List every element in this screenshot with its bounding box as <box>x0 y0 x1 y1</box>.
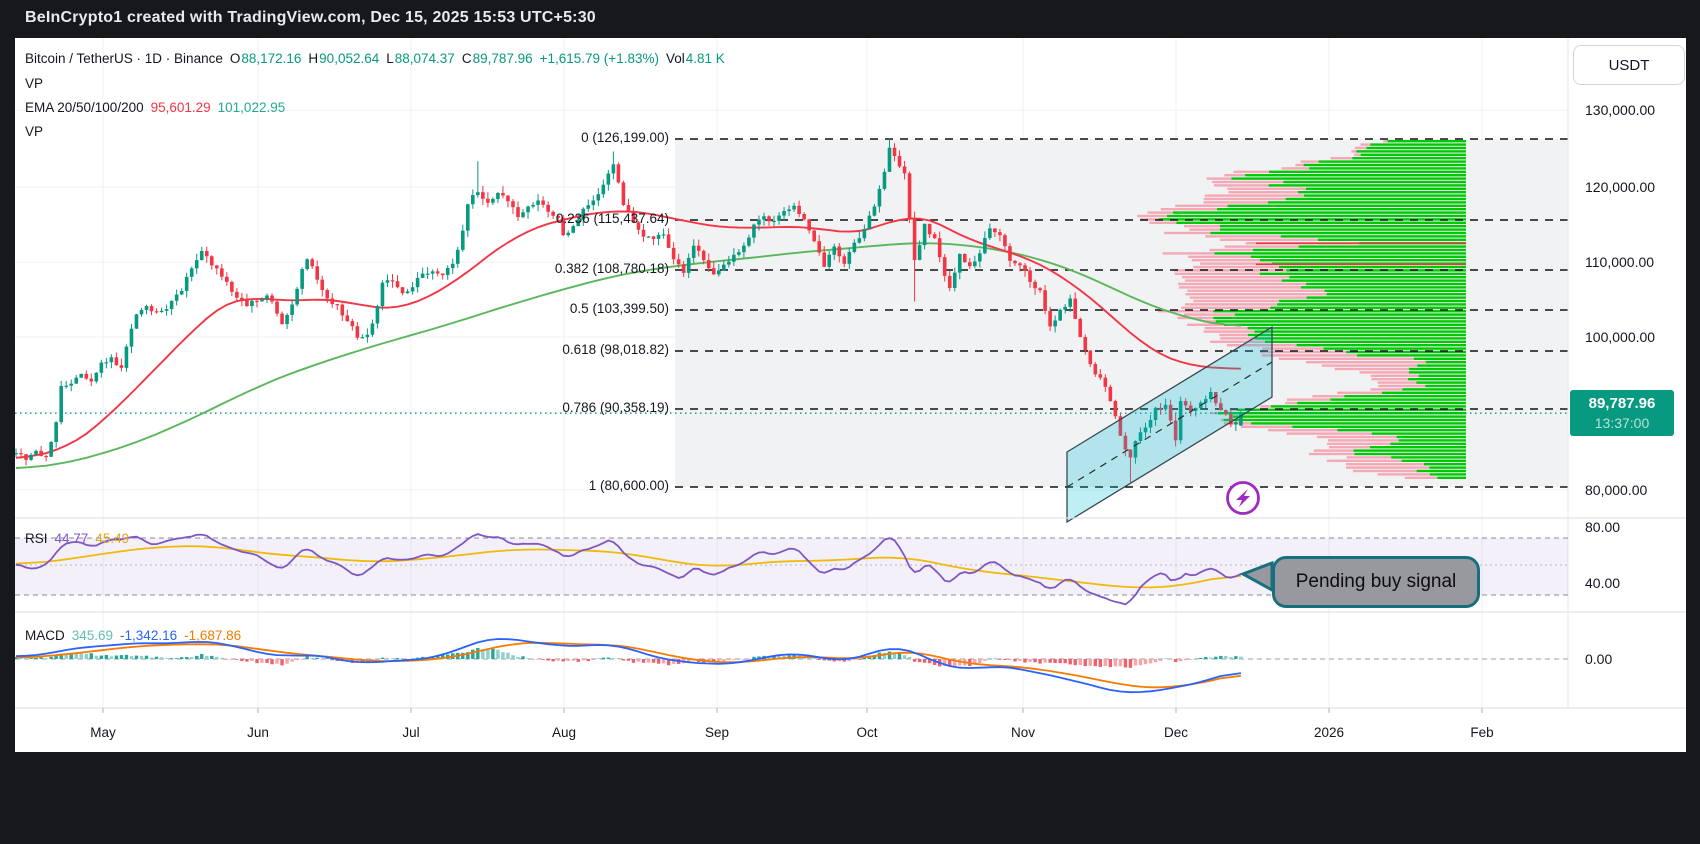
rsi-ma-value: 45.49 <box>95 531 130 546</box>
fib-level-label: 0 (126,199.00) <box>581 130 669 145</box>
high-prefix: H <box>308 51 319 66</box>
time-axis-label[interactable]: Sep <box>704 725 730 740</box>
bottom-brand-bar: TradingView <box>0 752 1700 844</box>
macd-label-row[interactable]: MACD 345.69 -1,342.16 -1,687.86 <box>25 628 248 643</box>
change-value: +1,615.79 (+1.83%) <box>539 51 659 66</box>
close-prefix: C <box>461 51 472 66</box>
symbol-title: Bitcoin / TetherUS · 1D · Binance <box>25 51 223 66</box>
volume-value: 4.81 K <box>685 51 725 66</box>
time-axis-label[interactable]: Feb <box>1470 725 1494 740</box>
attribution-text: BeInCrypto1 created with TradingView.com… <box>25 9 596 26</box>
vp-indicator-label: VP <box>25 76 44 91</box>
rsi-value: 44.77 <box>54 531 89 546</box>
low-prefix: L <box>386 51 394 66</box>
close-value: 89,787.96 <box>472 51 533 66</box>
last-price-value: 89,787.96 <box>1588 395 1656 412</box>
pending-buy-signal-callout[interactable]: Pending buy signal <box>1272 556 1480 608</box>
bar-countdown: 13:37:00 <box>1594 415 1650 431</box>
volume-prefix: Vol <box>665 51 685 66</box>
fib-level-label: 0.382 (108,780.18) <box>554 261 669 276</box>
fib-level-label: 1 (80,600.00) <box>588 478 669 493</box>
high-value: 90,052.64 <box>319 51 380 66</box>
fib-level-label: 0.5 (103,399.50) <box>569 301 669 316</box>
price-axis-label[interactable]: 130,000.00 <box>1585 102 1656 118</box>
macd-axis-label[interactable]: 0.00 <box>1585 651 1613 667</box>
time-axis-label[interactable]: Jul <box>402 725 420 740</box>
ema-indicator-label: EMA 20/50/100/200 <box>25 100 144 115</box>
attribution-bar: BeInCrypto1 created with TradingView.com… <box>0 0 1700 38</box>
indicator-row-vp-1[interactable]: VP <box>25 76 50 91</box>
low-value: 88,074.37 <box>394 51 455 66</box>
time-axis-label[interactable]: Aug <box>551 725 577 740</box>
rsi-label-row[interactable]: RSI 44.77 45.49 <box>25 531 136 546</box>
last-price-badge: 89,787.96 13:37:00 <box>1570 390 1674 436</box>
ema-fast-value: 95,601.29 <box>150 100 211 115</box>
macd-signal-value: -1,687.86 <box>184 628 242 643</box>
rsi-axis-label[interactable]: 80.00 <box>1585 519 1621 535</box>
indicator-row-ema[interactable]: EMA 20/50/100/200 95,601.29 101,022.95 <box>25 100 292 115</box>
callout-text: Pending buy signal <box>1295 571 1457 592</box>
vp-indicator-label: VP <box>25 124 44 139</box>
price-axis-label[interactable]: 80,000.00 <box>1585 482 1648 498</box>
price-axis-label[interactable]: 120,000.00 <box>1585 179 1656 195</box>
macd-hist-value: 345.69 <box>71 628 114 643</box>
ema-slow-value: 101,022.95 <box>217 100 286 115</box>
macd-line-value: -1,342.16 <box>120 628 178 643</box>
symbol-ohlc-row[interactable]: Bitcoin / TetherUS · 1D · Binance O88,172… <box>25 51 732 66</box>
fib-level-label: 0.236 (115,437.64) <box>555 211 669 226</box>
time-axis-label[interactable]: Dec <box>1163 725 1189 740</box>
time-axis-label[interactable]: Jun <box>247 725 269 740</box>
open-value: 88,172.16 <box>241 51 302 66</box>
price-axis-label[interactable]: 100,000.00 <box>1585 329 1656 345</box>
fib-level-label: 0.786 (90,358.19) <box>562 400 669 415</box>
fib-level-label: 0.618 (98,018.82) <box>562 342 669 357</box>
rsi-indicator-label: RSI <box>25 531 48 546</box>
currency-toggle-button[interactable]: USDT <box>1573 45 1685 85</box>
price-chart-canvas[interactable] <box>15 38 1686 752</box>
chart-panel: Bitcoin / TetherUS · 1D · Binance O88,172… <box>15 38 1686 752</box>
indicator-row-vp-2[interactable]: VP <box>25 124 50 139</box>
time-axis-label[interactable]: Oct <box>856 725 878 740</box>
time-axis-label[interactable]: May <box>90 725 116 740</box>
open-prefix: O <box>229 51 241 66</box>
time-axis-label[interactable]: Nov <box>1010 725 1036 740</box>
price-axis-label[interactable]: 110,000.00 <box>1585 254 1655 270</box>
rsi-axis-label[interactable]: 40.00 <box>1585 575 1621 591</box>
time-axis-label[interactable]: 2026 <box>1313 725 1345 740</box>
macd-indicator-label: MACD <box>25 628 65 643</box>
